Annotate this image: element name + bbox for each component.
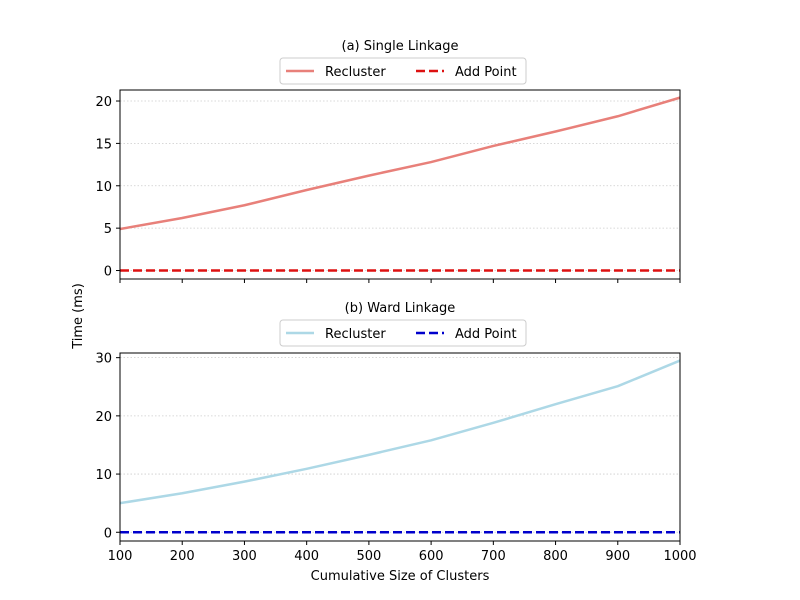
y-tick-label: 10 <box>95 180 112 195</box>
x-tick-label: 400 <box>294 549 319 564</box>
series-line <box>119 96 681 231</box>
legend-label: Add Point <box>455 327 517 342</box>
x-tick-label: 700 <box>481 549 506 564</box>
panel-title: (a) Single Linkage <box>342 39 459 54</box>
y-tick-label: 10 <box>95 468 112 483</box>
legend-label: Recluster <box>325 65 386 80</box>
x-tick-label: 600 <box>419 549 444 564</box>
legend-box <box>279 57 527 85</box>
y-tick-label: 20 <box>95 95 112 110</box>
legend-box <box>279 319 527 347</box>
x-tick-label: 900 <box>605 549 630 564</box>
x-tick-label: 200 <box>170 549 195 564</box>
x-tick-label: 800 <box>543 549 568 564</box>
plot-frame <box>119 352 681 542</box>
legend-label: Add Point <box>455 65 517 80</box>
chart-panel-1: 0 5 10 15 20 (a) Single Linkage Recluster Add P… <box>95 39 681 283</box>
y-tick-label: 15 <box>95 137 112 152</box>
y-tick-label: 0 <box>104 526 112 541</box>
y-tick-label: 30 <box>95 352 112 367</box>
y-tick-label: 20 <box>95 410 112 425</box>
x-tick-label: 500 <box>356 549 381 564</box>
chart-panel-2: 0 10 20 30 100 200 300 400 500 600 700 800 900 1000 (b… <box>95 301 696 584</box>
x-tick-label: 300 <box>232 549 257 564</box>
legend: Recluster Add Point <box>279 319 527 347</box>
chart-panels: 0 5 10 15 20 (a) Single Linkage Recluster Add P… <box>95 39 696 584</box>
x-tick-label: 100 <box>108 549 133 564</box>
y-tick-label: 5 <box>104 222 112 237</box>
legend-label: Recluster <box>325 327 386 342</box>
x-axis-label: Cumulative Size of Clusters <box>311 569 490 584</box>
plot-frame <box>119 89 681 280</box>
y-tick-label: 0 <box>104 265 112 280</box>
legend: Recluster Add Point <box>279 57 527 85</box>
panel-title: (b) Ward Linkage <box>345 301 456 316</box>
shared-y-axis-label: Time (ms) <box>71 283 86 350</box>
x-tick-label: 1000 <box>663 549 696 564</box>
series-line <box>119 359 681 505</box>
